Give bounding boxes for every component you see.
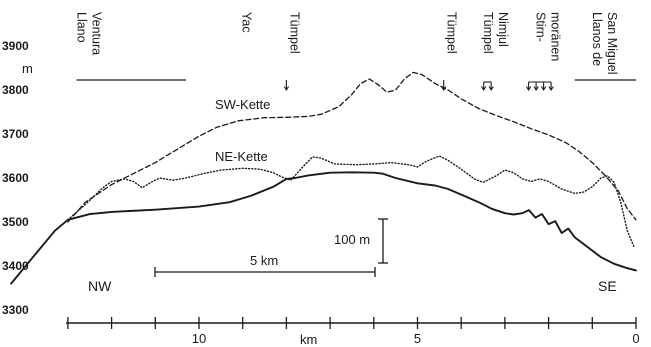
place-label-line: Yac: [239, 12, 253, 33]
x-tick-label-5: 5: [414, 331, 421, 346]
place-label-stirn-mor-nen: Stirn-moränen: [525, 12, 562, 92]
y-tick-label-3800: 3800: [2, 83, 29, 97]
place-label-line: San Miguel: [605, 12, 619, 75]
x-axis-ticks: 10 5 0: [67, 317, 640, 346]
profile-lines: [10, 71, 637, 285]
place-label-llanos-de-san-miguel: Llanos de San Miguel: [574, 12, 636, 81]
place-label-yac: Yac: [239, 12, 253, 33]
ne-kette-line: [67, 155, 635, 247]
place-label-line: Nimjul: [496, 12, 510, 47]
x-tick-label-10: 10: [192, 331, 206, 346]
place-label-t-mpel-nimjul: Tümpel Nimjul: [481, 12, 510, 92]
place-label-line: Tümpel: [287, 12, 301, 54]
direction-label-nw: NW: [88, 278, 112, 294]
x-tick-label-0: 0: [632, 331, 639, 346]
vertical-scale-label: 100 m: [334, 232, 370, 247]
place-label-line: Tümpel: [445, 12, 459, 54]
y-tick-label-3900: 3900: [2, 39, 29, 53]
y-axis-unit: m: [22, 61, 33, 76]
place-label-line: Ventura: [90, 12, 104, 55]
x-axis-unit: km: [300, 332, 317, 347]
place-label-line: moränen: [548, 12, 562, 61]
y-tick-label-3300: 3300: [2, 303, 29, 317]
place-labels: Llano Ventura Yac Tümpel Tümpel Tümpel Nimjul S…: [75, 12, 636, 92]
place-label-t-mpel: Tümpel: [283, 12, 301, 92]
direction-label-se: SE: [598, 278, 617, 294]
valley-floor-line: [10, 171, 637, 285]
place-label-line: Stirn-: [533, 12, 547, 42]
y-tick-label-3500: 3500: [2, 215, 29, 229]
place-label-line: Llanos de: [590, 12, 604, 66]
y-tick-label-3700: 3700: [2, 127, 29, 141]
place-label-line: Llano: [75, 12, 89, 43]
horizontal-scale-bar: 5 km: [154, 253, 376, 277]
horizontal-scale-label: 5 km: [250, 253, 278, 268]
place-label-llano-ventura: Llano Ventura: [75, 12, 186, 81]
sw-kette-line: [67, 71, 637, 223]
vertical-scale-bar: 100 m: [334, 218, 388, 264]
series-label-sw-kette: SW-Kette: [215, 97, 270, 112]
place-label-t-mpel: Tümpel: [441, 12, 459, 92]
y-tick-label-3600: 3600: [2, 171, 29, 185]
place-label-line: Tümpel: [481, 12, 495, 54]
series-label-ne-kette: NE-Kette: [215, 149, 268, 164]
